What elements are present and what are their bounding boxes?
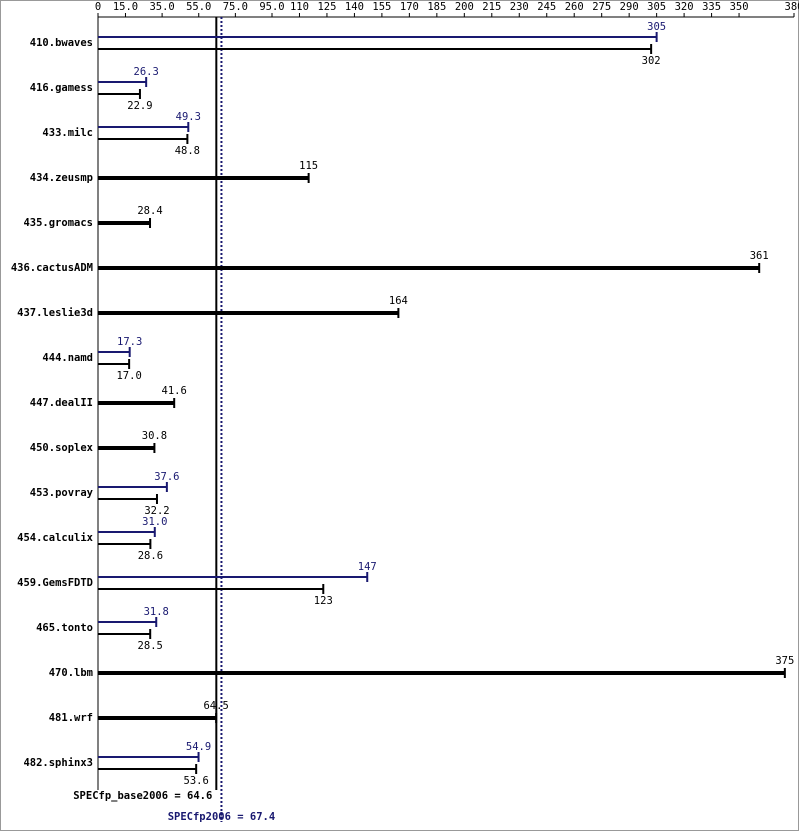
x-tick-label: 290 xyxy=(620,1,639,13)
category-label: 450.soplex xyxy=(30,442,94,454)
x-tick-label: 245 xyxy=(537,1,556,13)
value-label: 115 xyxy=(299,160,318,172)
value-label: 302 xyxy=(642,55,661,67)
value-label: 361 xyxy=(750,250,769,262)
category-label: 437.leslie3d xyxy=(17,307,93,319)
value-label: 31.8 xyxy=(144,606,169,618)
category-label: 470.lbm xyxy=(49,667,93,679)
x-tick-label: 170 xyxy=(400,1,419,13)
x-tick-label: 230 xyxy=(510,1,529,13)
x-tick-label: 350 xyxy=(730,1,749,13)
x-tick-label: 110 xyxy=(290,1,309,13)
x-tick-label: 95.0 xyxy=(259,1,284,13)
value-label: 305 xyxy=(647,21,666,33)
x-tick-label: 260 xyxy=(565,1,584,13)
x-tick-label: 335 xyxy=(702,1,721,13)
x-tick-label: 380 xyxy=(785,1,799,13)
reference-label: SPECfp2006 = 67.4 xyxy=(168,811,275,823)
value-label: 17.0 xyxy=(116,370,141,382)
x-tick-label: 35.0 xyxy=(149,1,174,13)
value-label: 53.6 xyxy=(184,775,209,787)
value-label: 28.4 xyxy=(137,205,162,217)
x-tick-label: 75.0 xyxy=(223,1,248,13)
x-tick-label: 140 xyxy=(345,1,364,13)
reference-label: SPECfp_base2006 = 64.6 xyxy=(73,790,212,802)
x-tick-label: 305 xyxy=(647,1,666,13)
category-label: 434.zeusmp xyxy=(30,172,93,184)
x-tick-label: 55.0 xyxy=(186,1,211,13)
value-label: 31.0 xyxy=(142,516,167,528)
value-label: 54.9 xyxy=(186,741,211,753)
category-label: 459.GemsFDTD xyxy=(17,577,93,589)
x-tick-label: 155 xyxy=(372,1,391,13)
value-label: 17.3 xyxy=(117,336,142,348)
category-label: 444.namd xyxy=(42,352,93,364)
value-label: 41.6 xyxy=(162,385,187,397)
value-label: 64.5 xyxy=(203,700,228,712)
value-label: 375 xyxy=(775,655,794,667)
x-tick-label: 215 xyxy=(482,1,501,13)
value-label: 123 xyxy=(314,595,333,607)
value-label: 28.6 xyxy=(138,550,163,562)
value-label: 26.3 xyxy=(134,66,159,78)
category-label: 433.milc xyxy=(42,127,93,139)
category-label: 453.povray xyxy=(30,487,94,499)
category-label: 481.wrf xyxy=(49,712,93,724)
value-label: 49.3 xyxy=(176,111,201,123)
category-label: 410.bwaves xyxy=(30,37,93,49)
value-label: 37.6 xyxy=(154,471,179,483)
category-label: 465.tonto xyxy=(36,622,93,634)
value-label: 147 xyxy=(358,561,377,573)
value-label: 22.9 xyxy=(127,100,152,112)
x-tick-label: 185 xyxy=(427,1,446,13)
category-label: 482.sphinx3 xyxy=(23,757,93,769)
value-label: 30.8 xyxy=(142,430,167,442)
x-tick-label: 320 xyxy=(675,1,694,13)
category-label: 447.dealII xyxy=(30,397,93,409)
category-label: 454.calculix xyxy=(17,532,94,544)
category-label: 435.gromacs xyxy=(23,217,93,229)
x-tick-label: 15.0 xyxy=(113,1,138,13)
x-tick-label: 125 xyxy=(317,1,336,13)
x-tick-label: 200 xyxy=(455,1,474,13)
value-label: 32.2 xyxy=(144,505,169,517)
x-tick-label: 0 xyxy=(95,1,101,13)
category-label: 436.cactusADM xyxy=(11,262,93,274)
value-label: 28.5 xyxy=(138,640,163,652)
value-label: 164 xyxy=(389,295,408,307)
category-label: 416.gamess xyxy=(30,82,93,94)
x-tick-label: 275 xyxy=(592,1,611,13)
value-label: 48.8 xyxy=(175,145,200,157)
